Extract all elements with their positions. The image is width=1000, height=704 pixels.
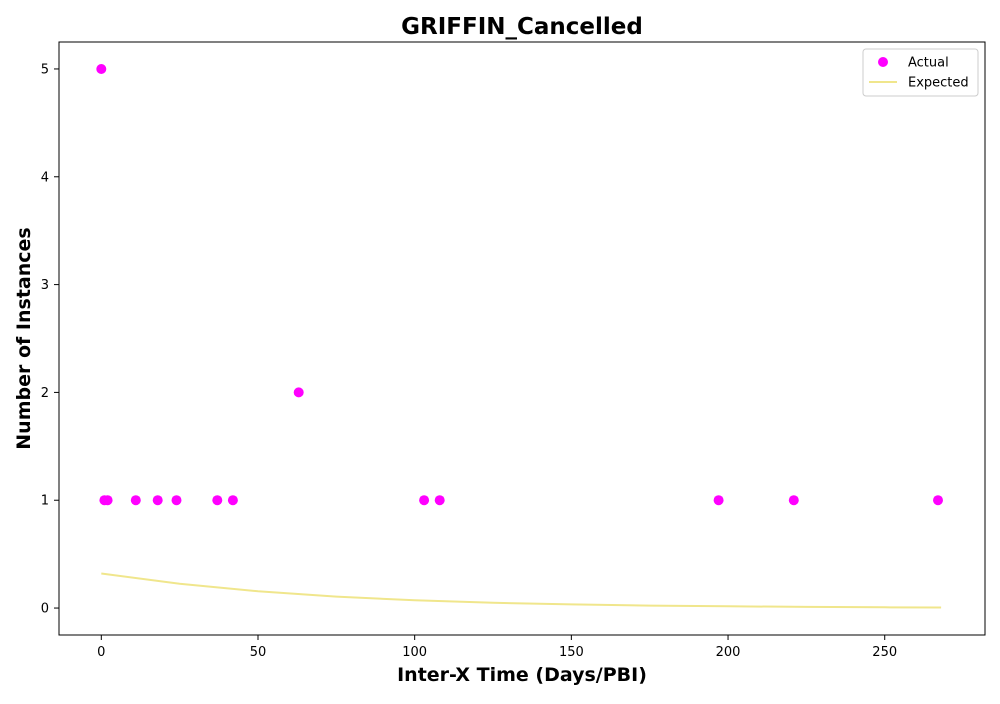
y-tick-label: 3: [41, 278, 49, 293]
actual-point: [227, 495, 238, 506]
legend: Actual Expected: [862, 48, 979, 97]
actual-point: [788, 495, 799, 506]
actual-point: [419, 495, 430, 506]
y-axis-ticks: 0 1 2 3 4 5: [41, 62, 59, 617]
x-axis-label: Inter-X Time (Days/PBI): [397, 664, 647, 686]
y-axis-label: Number of Instances: [13, 227, 35, 449]
x-tick-label: 50: [250, 645, 267, 660]
legend-marker-actual: [878, 57, 888, 67]
legend-label-actual: Actual: [908, 56, 949, 71]
actual-point: [152, 495, 163, 506]
y-tick-label: 5: [41, 62, 49, 77]
actual-point: [293, 387, 304, 398]
y-tick-label: 0: [41, 602, 49, 617]
actual-point: [130, 495, 141, 506]
plot-area: 0 50 100 150 200 250 0 1 2 3 4 5: [41, 41, 986, 660]
x-axis-ticks: 0 50 100 150 200 250: [97, 635, 897, 660]
actual-point: [713, 495, 724, 506]
x-tick-label: 250: [872, 645, 897, 660]
actual-point: [212, 495, 223, 506]
plot-frame: [58, 41, 986, 636]
expected-line: [101, 572, 942, 609]
actual-point: [96, 64, 107, 74]
y-tick-label: 2: [41, 386, 49, 401]
series-layer: [96, 64, 943, 609]
y-tick-label: 4: [41, 170, 49, 185]
actual-point: [933, 495, 943, 506]
x-tick-label: 150: [559, 645, 584, 660]
x-tick-label: 200: [716, 645, 741, 660]
actual-point: [102, 495, 113, 506]
actual-point: [434, 495, 445, 506]
legend-label-expected: Expected: [908, 76, 969, 91]
legend-box: [862, 48, 979, 97]
chart-title: GRIFFIN_Cancelled: [401, 14, 643, 40]
x-tick-label: 0: [97, 645, 105, 660]
y-tick-label: 1: [41, 494, 49, 509]
x-tick-label: 100: [402, 645, 427, 660]
actual-point: [171, 495, 182, 506]
